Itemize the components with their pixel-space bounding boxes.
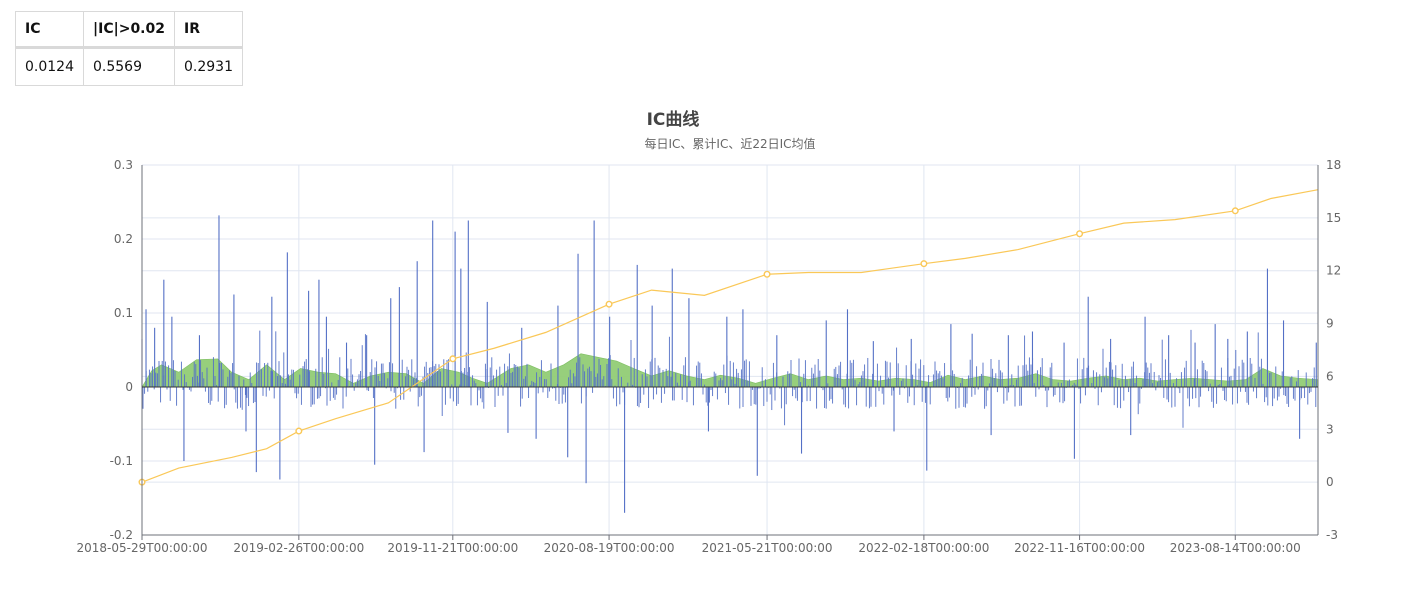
cumulative-ic-marker — [449, 355, 457, 363]
stats-header-ic: IC — [15, 11, 84, 48]
x-tick-label: 2023-08-14T00:00:00 — [1170, 541, 1301, 555]
cumulative-ic-marker — [605, 300, 613, 308]
y-right-tick-label: 12 — [1326, 264, 1341, 278]
stats-value-ic: 0.0124 — [15, 47, 84, 86]
y-right-tick-label: 3 — [1326, 422, 1334, 436]
chart-axes: -0.2 -0.1 0 0.1 0.2 0.3 -3 0 3 6 9 12 15 18 2018-05-29… — [77, 158, 1342, 555]
stats-value-abs-ic: 0.5569 — [83, 47, 175, 86]
daily-ic-bars — [141, 215, 1317, 513]
stats-header-abs-ic: |IC|>0.02 — [83, 11, 175, 48]
y-left-tick-label: 0.1 — [114, 306, 133, 320]
x-tick-label: 2020-08-19T00:00:00 — [544, 541, 675, 555]
cumulative-ic-marker — [1231, 207, 1239, 215]
chart-title: IC曲线 — [647, 109, 700, 130]
chart-subtitle: 每日IC、累计IC、近22日IC均值 — [644, 136, 815, 151]
x-tick-label: 2019-11-21T00:00:00 — [387, 541, 518, 555]
y-right-tick-label: -3 — [1326, 528, 1338, 542]
cumulative-ic-marker — [763, 270, 771, 278]
y-left-tick-label: 0.2 — [114, 232, 133, 246]
cumulative-ic-marker — [295, 427, 303, 435]
x-tick-label: 2022-02-18T00:00:00 — [858, 541, 989, 555]
y-right-tick-label: 0 — [1326, 475, 1334, 489]
y-left-tick-label: 0 — [125, 380, 133, 394]
stats-table: IC |IC|>0.02 IR 0.0124 0.5569 0.2931 — [15, 11, 243, 86]
x-tick-label: 2018-05-29T00:00:00 — [77, 541, 208, 555]
stats-value-ir: 0.2931 — [173, 47, 243, 86]
stats-header-ir: IR — [173, 11, 243, 48]
stats-header-row: IC |IC|>0.02 IR — [15, 11, 243, 48]
y-right-tick-label: 15 — [1326, 211, 1341, 225]
cumulative-ic-marker — [920, 260, 928, 268]
y-left-tick-label: -0.1 — [110, 454, 133, 468]
cumulative-ic-marker — [1076, 230, 1084, 238]
y-right-tick-label: 18 — [1326, 158, 1341, 172]
cumulative-ic-line — [138, 189, 1319, 486]
y-left-tick-label: 0.3 — [114, 158, 133, 172]
x-tick-label: 2022-11-16T00:00:00 — [1014, 541, 1145, 555]
y-left-tick-label: -0.2 — [110, 528, 133, 542]
y-right-tick-label: 6 — [1326, 369, 1334, 383]
x-tick-label: 2019-02-26T00:00:00 — [233, 541, 364, 555]
stats-value-row: 0.0124 0.5569 0.2931 — [15, 47, 243, 86]
x-tick-label: 2021-05-21T00:00:00 — [702, 541, 833, 555]
y-right-tick-label: 9 — [1326, 317, 1334, 331]
